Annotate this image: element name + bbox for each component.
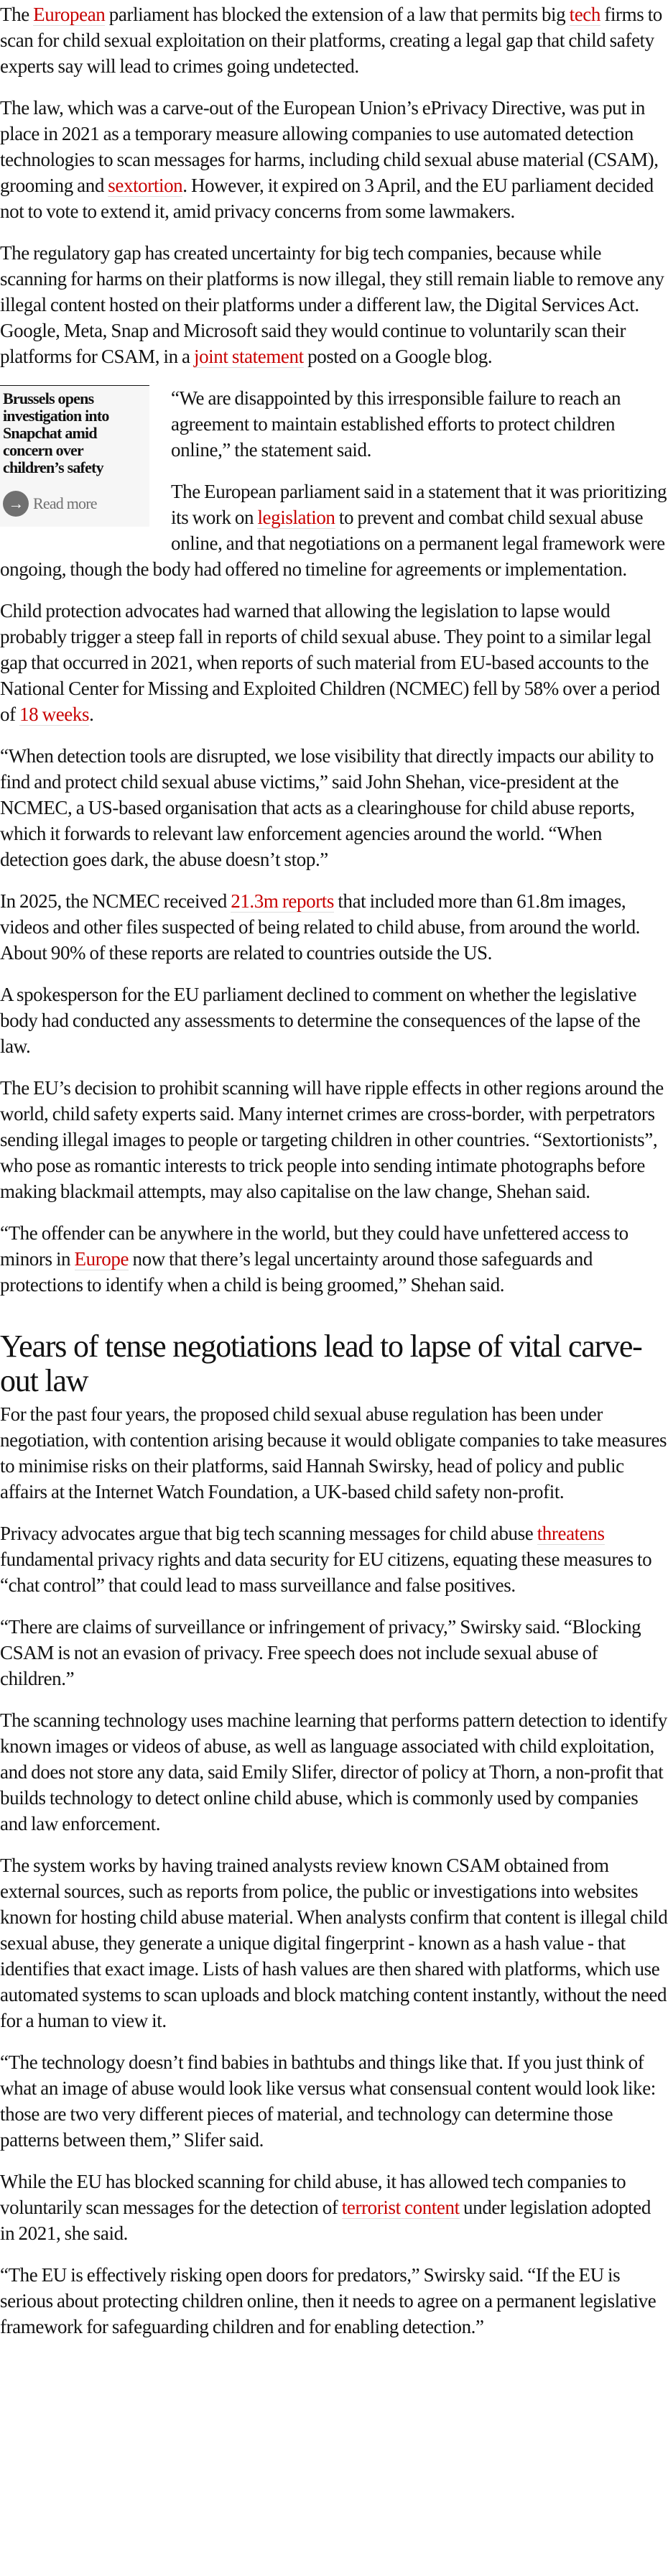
paragraph-text: parliament has blocked the extension of … xyxy=(105,4,570,25)
paragraph-text: fundamental privacy rights and data secu… xyxy=(0,1548,652,1596)
inline-link[interactable]: terrorist content xyxy=(341,2197,460,2219)
paragraph: The European parliament has blocked the … xyxy=(0,1,668,79)
section-heading: Years of tense negotiations lead to laps… xyxy=(0,1329,643,1398)
paragraph-text: to prevent and combat child sexual abuse… xyxy=(0,507,665,580)
paragraph: “We are disappointed by this irresponsib… xyxy=(0,385,668,463)
paragraph: “The EU is effectively risking open door… xyxy=(0,2262,668,2340)
arrow-right-icon: → xyxy=(3,491,29,517)
inline-link[interactable]: 18 weeks xyxy=(19,703,90,726)
paragraph-text: now that there’s legal uncertainty aroun… xyxy=(0,1248,593,1296)
paragraph-text: The EU’s decision to prohibit scanning w… xyxy=(0,1077,664,1202)
paragraph: “The offender can be anywhere in the wor… xyxy=(0,1220,668,1298)
inline-link[interactable]: 21.3m reports xyxy=(231,890,335,913)
article-body: The European parliament has blocked the … xyxy=(0,1,668,2340)
inline-link[interactable]: joint statement xyxy=(193,346,304,368)
paragraph-text: “The technology doesn’t find babies in b… xyxy=(0,2051,656,2151)
paragraph: The European parliament said in a statem… xyxy=(0,479,668,582)
paragraph-text: “When detection tools are disrupted, we … xyxy=(0,745,654,870)
article-section-main: “We are disappointed by this irresponsib… xyxy=(0,385,668,1298)
paragraph: The system works by having trained analy… xyxy=(0,1852,668,2033)
paragraph: “There are claims of surveillance or inf… xyxy=(0,1614,668,1691)
inline-link[interactable]: threatens xyxy=(537,1523,605,1545)
paragraph: A spokesperson for the EU parliament dec… xyxy=(0,982,668,1059)
paragraph-text: While the EU has blocked scanning for ch… xyxy=(0,2171,626,2218)
inline-link[interactable]: Europe xyxy=(74,1248,129,1270)
paragraph: While the EU has blocked scanning for ch… xyxy=(0,2169,668,2246)
paragraph-text: . xyxy=(89,703,94,725)
paragraph-text: The European parliament said in a statem… xyxy=(171,481,667,528)
paragraph: The regulatory gap has created uncertain… xyxy=(0,240,668,369)
article-section-intro: The European parliament has blocked the … xyxy=(0,1,668,369)
paragraph-text: In 2025, the NCMEC received xyxy=(0,890,231,912)
read-more-link[interactable]: → Read more xyxy=(3,491,147,517)
paragraph: The EU’s decision to prohibit scanning w… xyxy=(0,1075,668,1204)
paragraph-text: The scanning technology uses machine lea… xyxy=(0,1709,667,1834)
paragraph: “When detection tools are disrupted, we … xyxy=(0,743,668,872)
paragraph: Child protection advocates had warned th… xyxy=(0,598,668,727)
paragraph-text: under legislation adopted in 2021, she s… xyxy=(0,2197,651,2244)
paragraph-text: A spokesperson for the EU parliament dec… xyxy=(0,984,641,1057)
paragraph-text: posted on a Google blog. xyxy=(303,346,493,367)
inline-link[interactable]: sextortion xyxy=(108,175,183,197)
related-article-title[interactable]: Brussels opens investigation into Snapch… xyxy=(3,389,109,476)
inline-link[interactable]: tech xyxy=(569,4,600,26)
paragraph: In 2025, the NCMEC received 21.3m report… xyxy=(0,888,668,966)
paragraph: The law, which was a carve-out of the Eu… xyxy=(0,95,668,224)
related-article-card[interactable]: Brussels opens investigation into Snapch… xyxy=(0,385,149,527)
paragraph: The scanning technology uses machine lea… xyxy=(0,1707,668,1837)
paragraph-text: “The offender can be anywhere in the wor… xyxy=(0,1222,628,1270)
paragraph-text: firms to scan for child sexual exploitat… xyxy=(0,4,662,77)
paragraph: Privacy advocates argue that big tech sc… xyxy=(0,1520,668,1598)
paragraph-text: “We are disappointed by this irresponsib… xyxy=(171,387,621,461)
paragraph-text: The system works by having trained analy… xyxy=(0,1855,668,2031)
paragraph-text: . However, it expired on 3 April, and th… xyxy=(0,175,654,222)
paragraph-text: For the past four years, the proposed ch… xyxy=(0,1403,667,1502)
paragraph-text: The law, which was a carve-out of the Eu… xyxy=(0,97,659,196)
paragraph-text: The regulatory gap has created uncertain… xyxy=(0,242,664,367)
paragraph-text: “There are claims of surveillance or inf… xyxy=(0,1616,641,1689)
paragraph: “The technology doesn’t find babies in b… xyxy=(0,2049,668,2153)
inline-link[interactable]: legislation xyxy=(257,507,335,529)
paragraph-text: “The EU is effectively risking open door… xyxy=(0,2264,657,2337)
paragraph-text: Child protection advocates had warned th… xyxy=(0,600,660,725)
inline-link[interactable]: European xyxy=(33,4,106,26)
paragraph: For the past four years, the proposed ch… xyxy=(0,1401,668,1505)
read-more-label: Read more xyxy=(33,494,98,512)
paragraph-text: Privacy advocates argue that big tech sc… xyxy=(0,1523,537,1544)
article-section-negotiations: For the past four years, the proposed ch… xyxy=(0,1401,668,2340)
paragraph-text: The xyxy=(0,4,34,25)
paragraph-text: that included more than 61.8m images, vi… xyxy=(0,890,641,964)
